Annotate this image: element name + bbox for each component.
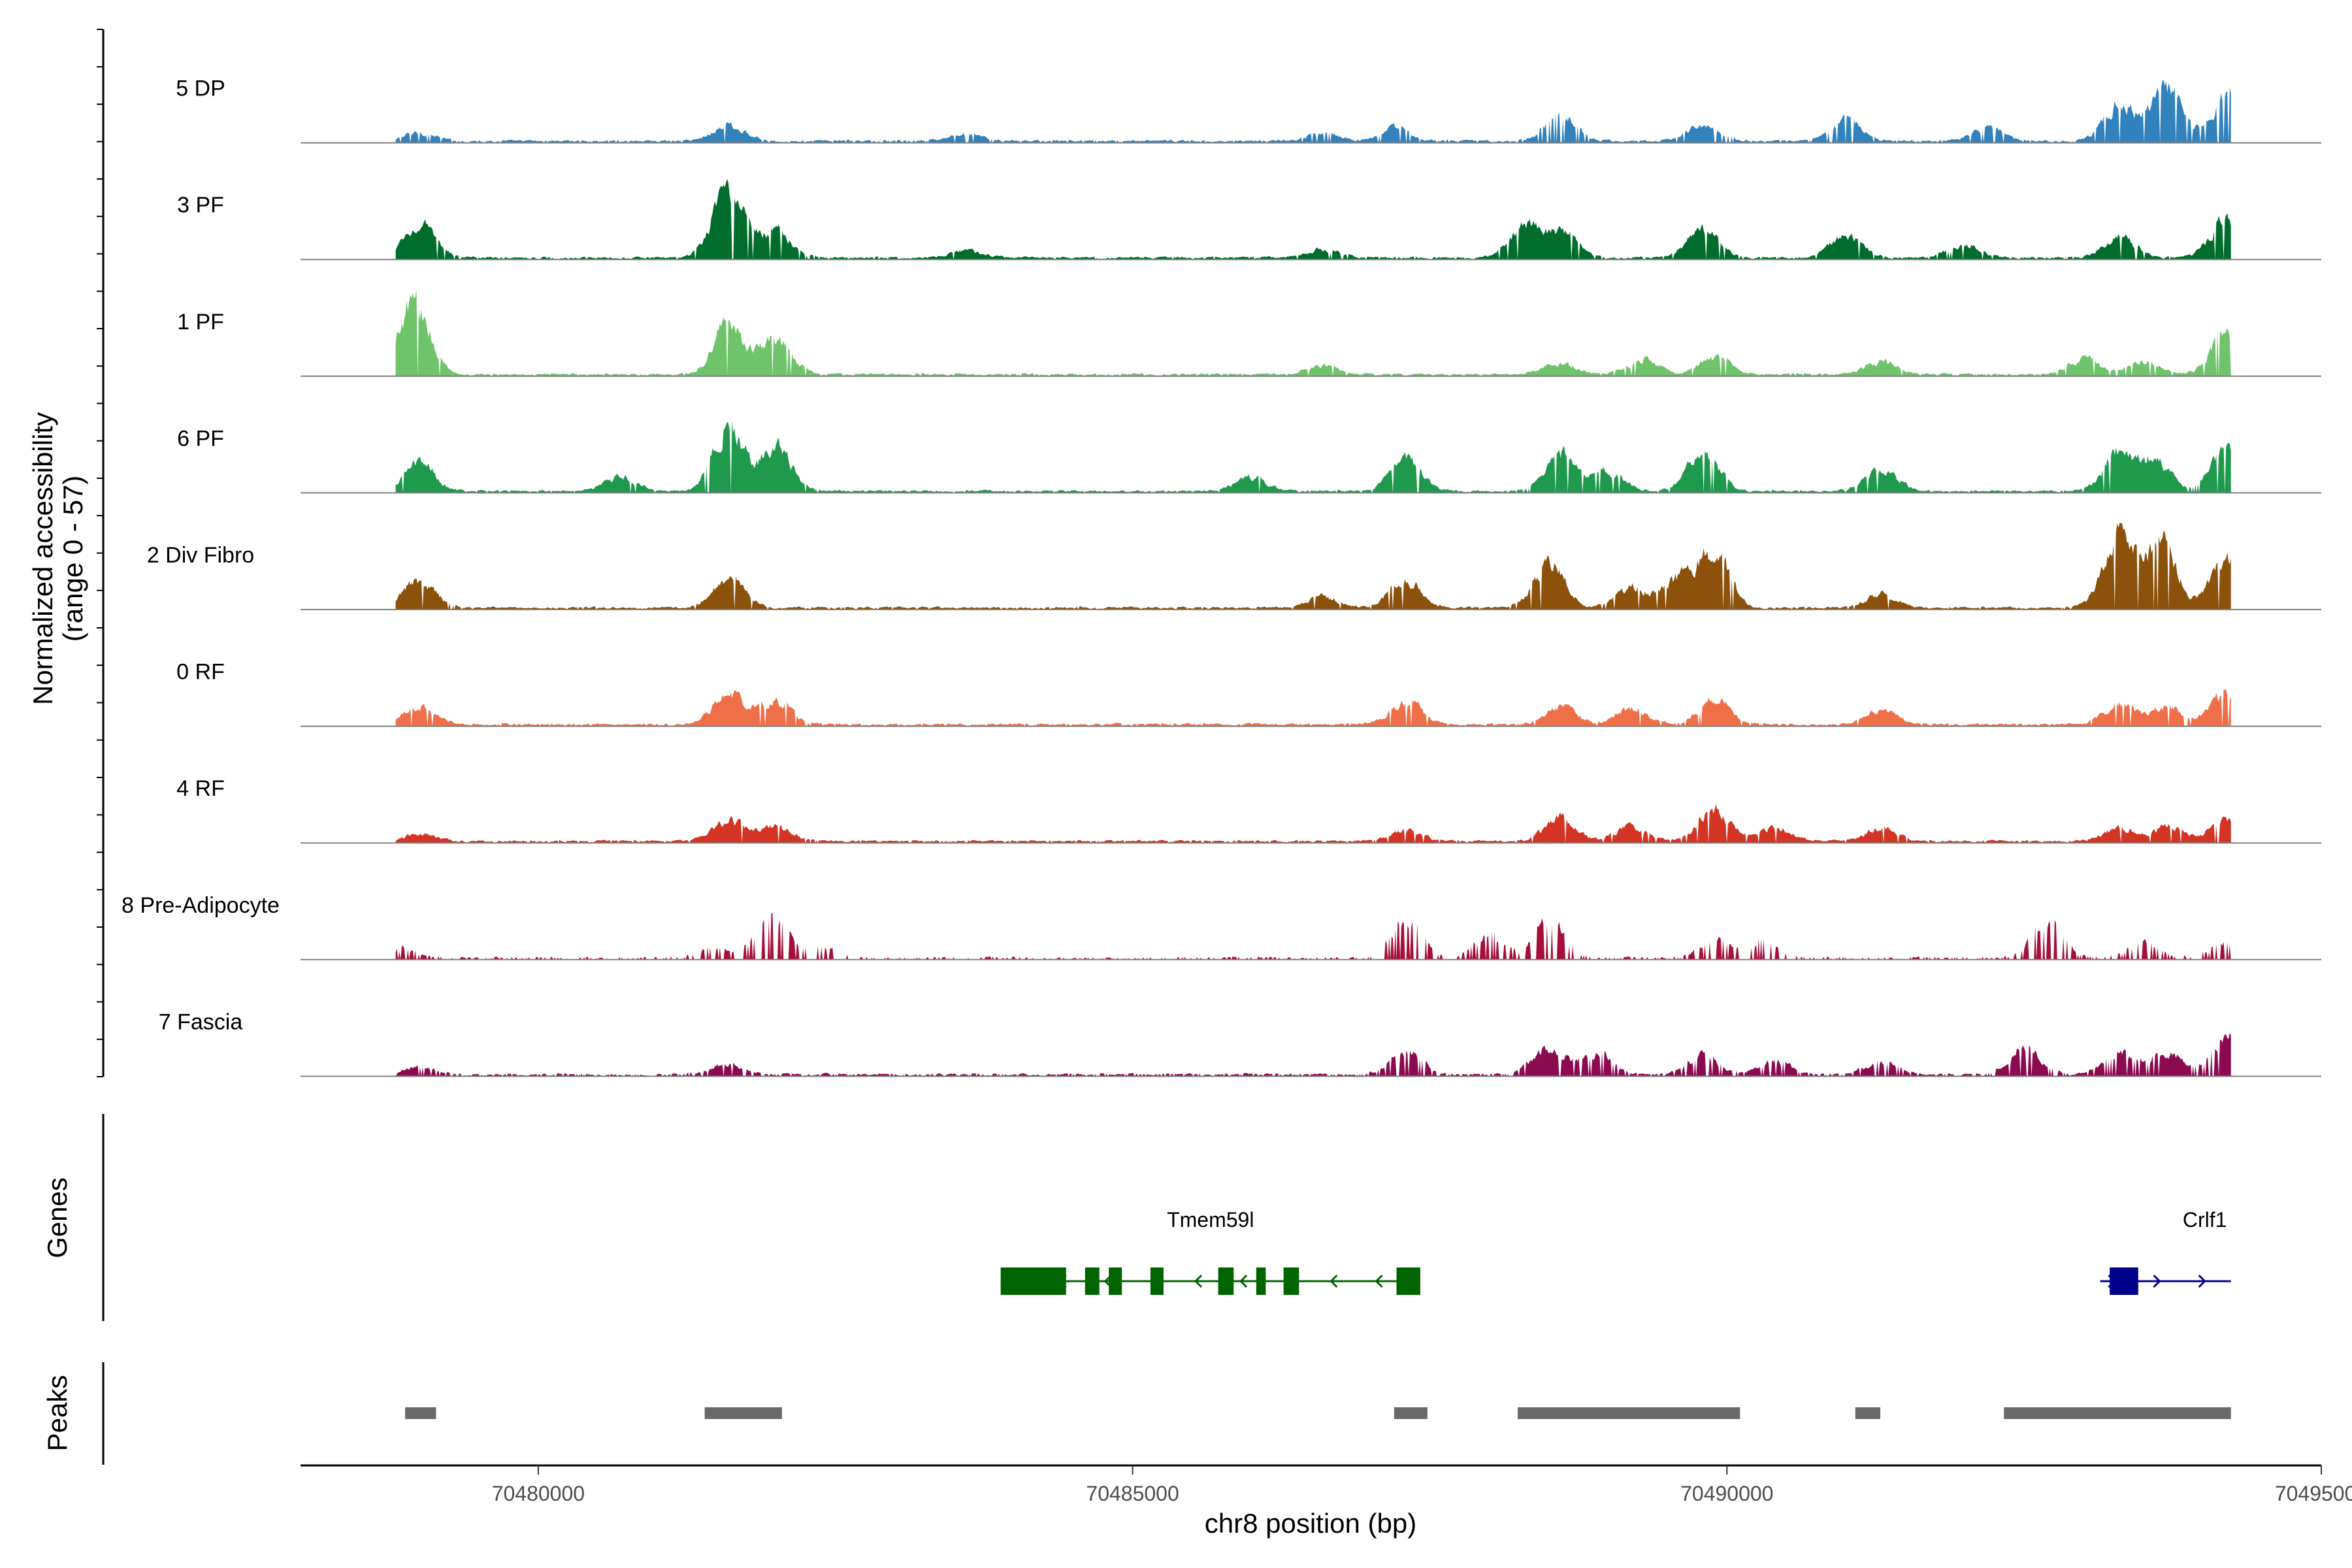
gene-label: Crlf1 — [2183, 1208, 2227, 1232]
gene-exon — [1283, 1267, 1299, 1295]
track-1-pf: 1 PF — [177, 289, 2321, 377]
gene-exon — [1109, 1267, 1122, 1295]
track-label: 5 DP — [176, 76, 225, 101]
track-3-pf: 3 PF — [177, 178, 2321, 261]
peaks-track-label: Peaks — [42, 1375, 73, 1452]
track-label: 3 PF — [177, 193, 224, 218]
coverage-panel: 5 DP 3 PF 1 PF 6 PF 2 Div Fibro 0 RF 4 RF 8 Pre… — [27, 29, 2321, 1077]
peak-bar — [2004, 1407, 2231, 1419]
peak-bar — [405, 1407, 436, 1419]
y-axis-title: Normalized accessibility — [27, 412, 58, 705]
strand-chevron — [1239, 1274, 1248, 1288]
track-7-fascia: 7 Fascia — [159, 1009, 2321, 1077]
track-label: 1 PF — [177, 310, 224, 335]
gene-exon — [1256, 1267, 1266, 1295]
strand-chevron — [2153, 1274, 2161, 1288]
track-0-rf: 0 RF — [176, 660, 2321, 727]
track-label: 4 RF — [176, 776, 225, 801]
coverage-area — [395, 1033, 2231, 1077]
gene-exon — [1000, 1267, 1066, 1295]
x-axis-title: chr8 position (bp) — [1205, 1508, 1417, 1539]
x-tick-label: 70490000 — [1680, 1482, 1773, 1505]
track-6-pf: 6 PF — [177, 421, 2321, 494]
track-label: 7 Fascia — [159, 1009, 243, 1034]
gene-tmem59l: Tmem59l — [1000, 1208, 1420, 1295]
strand-chevron — [1330, 1274, 1338, 1288]
x-tick-label: 70480000 — [492, 1482, 585, 1505]
coverage-area — [395, 804, 2231, 843]
track-2-div-fibro: 2 Div Fibro — [147, 523, 2321, 610]
gene-exon — [1396, 1267, 1420, 1295]
coverage-area — [395, 80, 2231, 143]
coverage-area — [395, 289, 2231, 376]
track-label: 0 RF — [176, 660, 225, 685]
track-4-rf: 4 RF — [176, 776, 2321, 844]
genes-panel: Genes Tmem59l Crlf1 — [42, 1114, 2231, 1321]
gene-label: Tmem59l — [1167, 1208, 1254, 1232]
strand-chevron — [1375, 1274, 1383, 1288]
coverage-area — [395, 523, 2231, 610]
coverage-tracks: 5 DP 3 PF 1 PF 6 PF 2 Div Fibro 0 RF 4 RF 8 Pre… — [122, 76, 2321, 1077]
gene-exon — [2110, 1267, 2138, 1295]
track-label: 2 Div Fibro — [147, 543, 254, 568]
y-axis-subtitle: (range 0 - 57) — [57, 476, 88, 642]
track-label: 6 PF — [177, 426, 224, 451]
gene-exon — [1150, 1267, 1164, 1295]
x-tick-label: 70485000 — [1086, 1482, 1179, 1505]
track-5-dp: 5 DP — [176, 76, 2321, 144]
gene-exon — [1085, 1267, 1100, 1295]
peaks-panel: Peaks — [42, 1362, 2231, 1465]
gene-crlf1: Crlf1 — [2100, 1208, 2231, 1295]
genes-track-label: Genes — [42, 1177, 73, 1258]
peak-bar — [1394, 1407, 1428, 1419]
coverage-area — [395, 421, 2231, 493]
gene-exon — [1218, 1267, 1234, 1295]
coverage-area — [395, 912, 2231, 960]
strand-chevron — [2198, 1274, 2206, 1288]
x-axis: 70480000 70485000 70490000 70495000 chr8 po… — [301, 1464, 2352, 1539]
track-8-pre-adipocyte: 8 Pre-Adipocyte — [122, 893, 2321, 960]
strand-chevron — [1194, 1274, 1203, 1288]
gene-models: Tmem59l Crlf1 — [1000, 1208, 2231, 1295]
peak-bar — [704, 1407, 782, 1419]
x-ticks: 70480000 70485000 70490000 70495000 — [492, 1465, 2352, 1505]
coverage-area — [395, 178, 2231, 260]
peak-bar — [1518, 1407, 1740, 1419]
coverage-y-ticks — [97, 29, 103, 1077]
coverage-area — [395, 689, 2231, 727]
x-tick-label: 70495000 — [2275, 1482, 2352, 1505]
peak-bar — [1855, 1407, 1880, 1419]
peak-bars — [405, 1407, 2231, 1419]
track-label: 8 Pre-Adipocyte — [122, 893, 280, 918]
